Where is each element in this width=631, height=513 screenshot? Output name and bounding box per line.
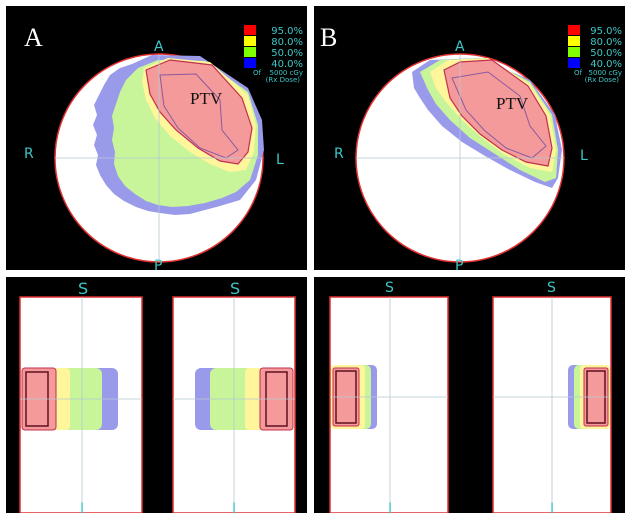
- panel-a-legend-swatch-50: [244, 47, 256, 57]
- panel-b-legend-swatch-95: [568, 25, 580, 35]
- panel-a-posterior-label: P: [154, 258, 162, 274]
- panel-b-legend-label-80: 80.0%: [590, 37, 622, 48]
- panel-a-legend: 95.0% 80.0% 50.0% 40.0% Of 5000 cGy (Rx …: [244, 25, 303, 84]
- panel-b-right-label: R: [334, 146, 344, 162]
- panel-b-legend: 95.0% 80.0% 50.0% 40.0% Of 5000 cGy (Rx …: [568, 25, 622, 84]
- panel-a-left-inferior-label: I: [80, 501, 84, 513]
- panel-b-axial-view: B PTV A P R L 95.0% 80.0% 50.0% 40.0% Of…: [314, 6, 625, 274]
- panel-b-longitudinal-views: S I S I: [314, 277, 625, 513]
- panel-a-axial-view: A PTV A P R L 95.0% 80.0% 50.0% 40.0%: [6, 6, 307, 274]
- panel-b-posterior-label: P: [455, 258, 463, 274]
- panel-a-right-inferior-label: I: [232, 501, 236, 513]
- panel-a-legend-label-50: 50.0%: [271, 48, 303, 59]
- panel-b-left-label: L: [580, 148, 588, 164]
- panel-a-legend-label-95: 95.0%: [271, 26, 303, 37]
- panel-a-right-label: R: [24, 146, 34, 162]
- panel-a-legend-swatch-80: [244, 36, 256, 46]
- panel-b-legend-swatch-40: [568, 58, 580, 68]
- panel-b-legend-swatch-50: [568, 47, 580, 57]
- panel-a-letter: A: [24, 23, 43, 52]
- panel-b-left-subview: S I: [330, 280, 448, 513]
- panel-a-legend-label-80: 80.0%: [271, 37, 303, 48]
- panel-b-legend-label-50: 50.0%: [590, 48, 622, 59]
- panel-b-legend-swatch-80: [568, 36, 580, 46]
- panel-a-right-superior-label: S: [230, 279, 240, 298]
- panel-a-legend-rx: (Rx Dose): [266, 76, 301, 84]
- panel-a-right-subview: S I: [173, 279, 295, 513]
- panel-b-right-inferior-label: I: [550, 501, 554, 513]
- panel-b-legend-of: Of: [574, 69, 583, 77]
- panel-a-legend-of: Of: [253, 69, 262, 77]
- panel-b-legend-rx: (Rx Dose): [585, 76, 620, 84]
- panel-a-ptv-label: PTV: [190, 89, 223, 108]
- panel-b-right-subview: S I: [493, 280, 611, 513]
- panel-b-left-inferior-label: I: [388, 501, 392, 513]
- panel-b-ptv-label: PTV: [496, 94, 529, 113]
- panel-b-legend-label-95: 95.0%: [590, 26, 622, 37]
- panel-b-left-superior-label: S: [385, 280, 394, 296]
- panel-a-anterior-label: A: [154, 39, 164, 55]
- panel-a-legend-swatch-40: [244, 58, 256, 68]
- panel-b-letter: B: [320, 23, 337, 52]
- panel-a-left-label: L: [276, 152, 284, 168]
- panel-a-left-superior-label: S: [78, 279, 88, 298]
- panel-b-anterior-label: A: [455, 39, 465, 55]
- panel-b-right-superior-label: S: [547, 280, 556, 296]
- panel-a-legend-swatch-95: [244, 25, 256, 35]
- panel-a-left-subview: S I: [20, 279, 142, 513]
- panel-a-longitudinal-views: S I S I: [6, 277, 307, 513]
